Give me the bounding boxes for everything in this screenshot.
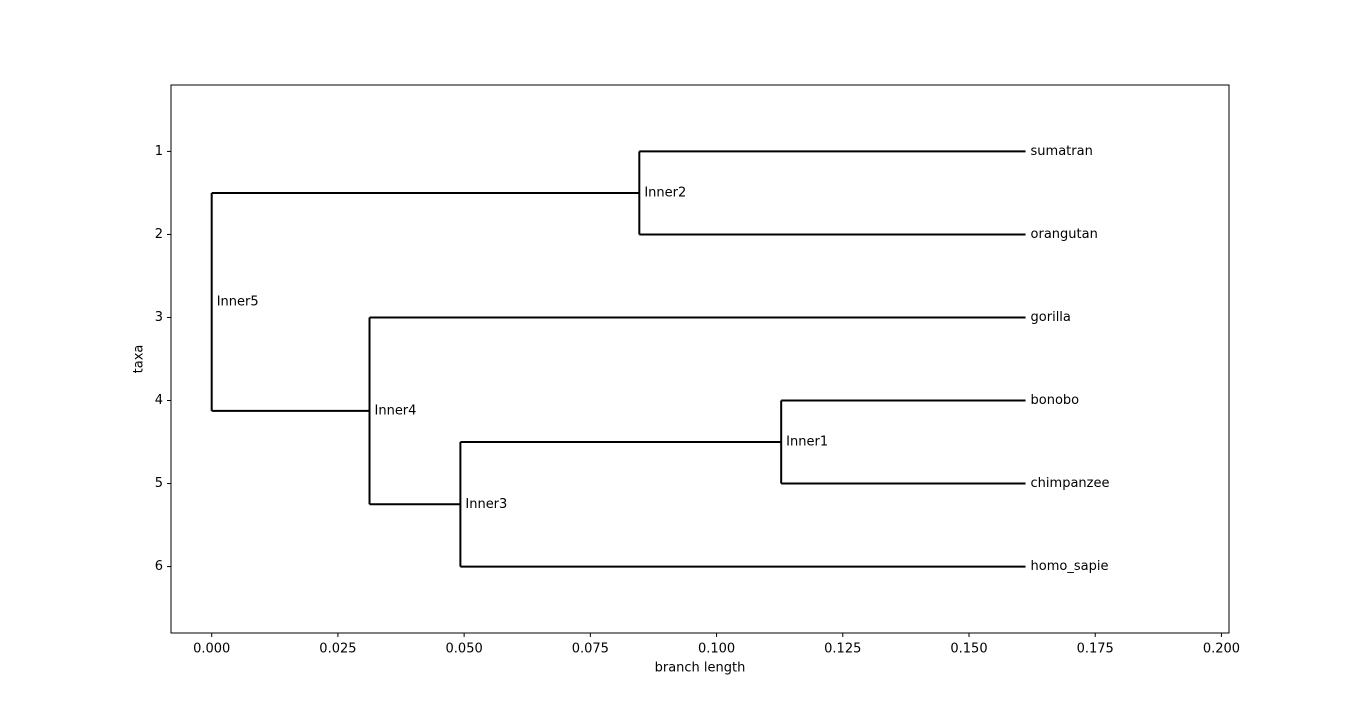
x-tick-label: 0.075 [572, 642, 609, 657]
x-tick-label: 0.025 [319, 642, 356, 657]
y-tick-label: 1 [155, 144, 163, 159]
plot-frame [170, 84, 1230, 634]
node-label: homo_sapie [1031, 559, 1109, 574]
x-tick-label: 0.175 [1077, 642, 1114, 657]
node-label: Inner3 [465, 497, 507, 512]
node-label: bonobo [1031, 393, 1080, 408]
y-tick-label: 3 [155, 310, 163, 325]
node-label: chimpanzee [1031, 476, 1110, 491]
y-axis-label: taxa [132, 345, 147, 374]
node-label: Inner1 [786, 435, 828, 450]
node-label: Inner4 [375, 403, 417, 418]
y-tick-label: 5 [155, 476, 163, 491]
node-label: Inner5 [217, 294, 259, 309]
x-tick-label: 0.125 [824, 642, 861, 657]
y-tick-label: 6 [155, 559, 163, 574]
x-tick-label: 0.200 [1203, 642, 1240, 657]
x-tick-label: 0.150 [950, 642, 987, 657]
x-axis-label: branch length [655, 661, 746, 676]
x-tick-label: 0.000 [193, 642, 230, 657]
x-tick-label: 0.050 [446, 642, 483, 657]
node-label: sumatran [1031, 144, 1093, 159]
node-label: Inner2 [644, 185, 686, 200]
node-label: orangutan [1031, 227, 1098, 242]
y-tick-label: 2 [155, 227, 163, 242]
y-tick-label: 4 [155, 393, 163, 408]
x-tick-label: 0.100 [698, 642, 735, 657]
node-label: gorilla [1031, 310, 1071, 325]
